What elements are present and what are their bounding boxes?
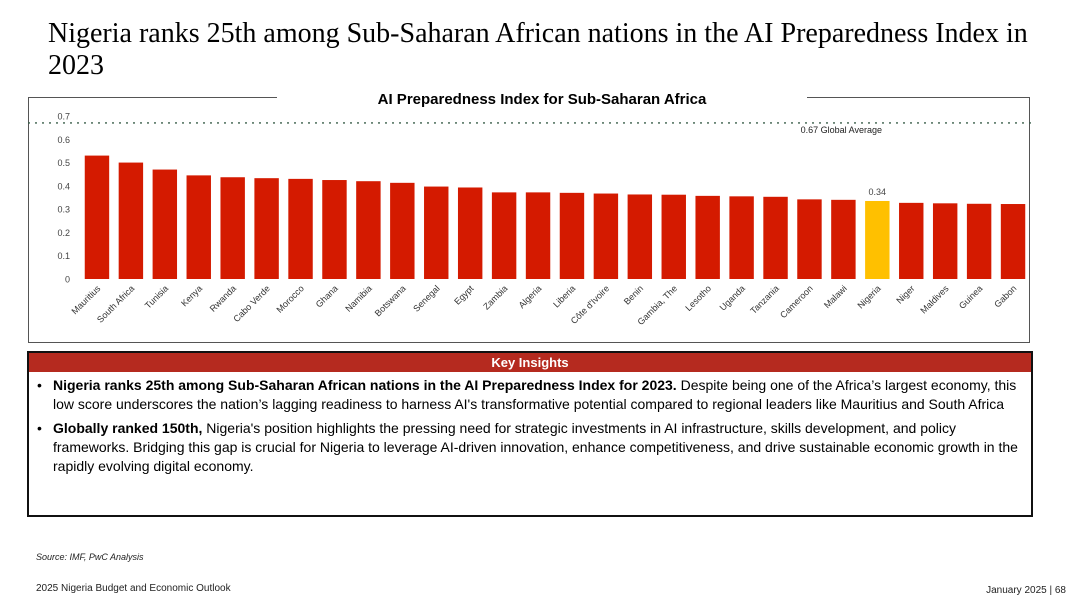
x-tick-label: Uganda [718, 283, 747, 312]
chart-title: AI Preparedness Index for Sub-Saharan Af… [377, 91, 707, 108]
page-title: Nigeria ranks 25th among Sub-Saharan Afr… [48, 18, 1028, 81]
bullet-icon: • [37, 420, 42, 436]
x-tick-label: Algeria [517, 283, 544, 310]
insight-item: • Nigeria ranks 25th among Sub-Saharan Af… [37, 376, 1021, 414]
x-tick-label: Zambia [481, 283, 509, 311]
y-tick-label: 0.5 [57, 158, 70, 168]
bar [729, 196, 754, 279]
bar [322, 180, 347, 279]
x-tick-label: Senegal [411, 283, 441, 313]
source-note: Source: IMF, PwC Analysis [36, 552, 144, 562]
frame-line-left [29, 97, 277, 98]
chart-frame [28, 97, 1030, 343]
key-insights-box: Key Insights • Nigeria ranks 25th among S… [27, 351, 1033, 517]
bar [220, 177, 245, 279]
insight-bold: Nigeria ranks 25th among Sub-Saharan Afr… [53, 377, 677, 393]
x-tick-label: Nigeria [856, 283, 883, 310]
x-tick-label: Morocco [274, 283, 305, 314]
x-tick-label: Kenya [179, 283, 204, 308]
bar [763, 196, 788, 279]
bar [84, 155, 110, 279]
x-tick-label: Tunisia [143, 283, 170, 310]
bar [525, 192, 551, 279]
bar [831, 199, 856, 279]
bullet-icon: • [37, 377, 42, 393]
bar [118, 162, 144, 279]
insight-bold: Globally ranked 150th, [53, 420, 203, 436]
x-tick-label: Ghana [314, 283, 340, 309]
bar [390, 182, 415, 279]
x-tick-label: Rwanda [208, 283, 238, 313]
x-tick-label: Gabon [992, 283, 1018, 309]
x-tick-label: Botswana [373, 283, 408, 318]
y-tick-label: 0.6 [57, 135, 70, 145]
x-tick-label: Egypt [452, 283, 476, 307]
x-tick-label: Malawi [822, 283, 849, 310]
bar [457, 187, 483, 279]
y-tick-label: 0.1 [57, 251, 70, 261]
y-tick-label: 0.4 [57, 181, 70, 191]
x-tick-label: Cameroon [778, 283, 815, 320]
bar [186, 175, 211, 279]
x-tick-label: Mauritius [69, 283, 102, 316]
x-tick-label: Lesotho [683, 283, 713, 313]
insight-text: Nigeria's position highlights the pressi… [53, 420, 1018, 474]
bar [593, 193, 619, 279]
footer-left: 2025 Nigeria Budget and Economic Outlook [36, 583, 231, 594]
x-tick-label: Benin [622, 283, 645, 306]
bar [865, 200, 890, 279]
y-tick-label: 0.2 [57, 228, 70, 238]
bar [1000, 204, 1026, 279]
x-tick-label: Liberia [551, 283, 577, 309]
bar [152, 169, 178, 279]
data-label: 0.34 [869, 187, 887, 197]
bar [661, 194, 686, 279]
bar [695, 195, 720, 279]
frame-line-right [807, 97, 1029, 98]
footer-page: January 2025 | 68 [986, 585, 1066, 596]
insight-item: • Globally ranked 150th, Nigeria's positi… [37, 419, 1021, 476]
bar [932, 203, 958, 279]
x-tick-label: Maldives [918, 283, 951, 316]
x-tick-label: Tanzania [748, 283, 781, 316]
insight-text: Despite being one of the Africa’s larges… [53, 377, 1017, 412]
bar [797, 199, 822, 279]
bar [966, 203, 992, 279]
bar [491, 192, 517, 279]
bar [288, 178, 313, 279]
x-tick-label: Namibia [343, 283, 373, 313]
y-tick-label: 0.3 [57, 205, 70, 215]
x-tick-label: Guinea [957, 283, 985, 311]
y-tick-label: 0.7 [57, 112, 70, 122]
bar [627, 194, 653, 279]
insights-list: • Nigeria ranks 25th among Sub-Saharan Af… [29, 376, 1031, 476]
bar [899, 202, 924, 279]
global-average-label: 0.67 Global Average [801, 125, 882, 135]
x-tick-label: Cabo Verde [231, 283, 272, 324]
x-tick-label: Niger [894, 283, 916, 305]
y-tick-label: 0 [65, 275, 70, 285]
bar [254, 178, 279, 279]
bar [424, 186, 449, 279]
key-insights-header: Key Insights [29, 353, 1031, 372]
bar [356, 181, 381, 279]
bar [559, 192, 585, 279]
